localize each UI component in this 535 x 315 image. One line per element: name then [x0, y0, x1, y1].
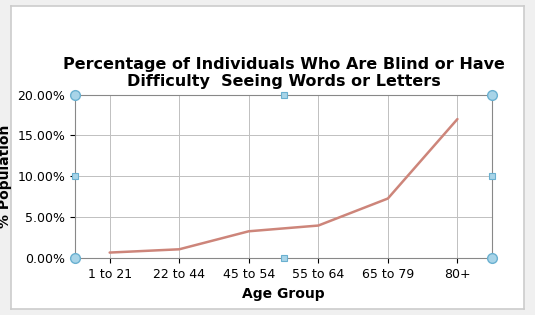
Y-axis label: % Population: % Population [0, 125, 12, 228]
X-axis label: Age Group: Age Group [242, 287, 325, 301]
Title: Percentage of Individuals Who Are Blind or Have
Difficulty  Seeing Words or Lett: Percentage of Individuals Who Are Blind … [63, 57, 505, 89]
